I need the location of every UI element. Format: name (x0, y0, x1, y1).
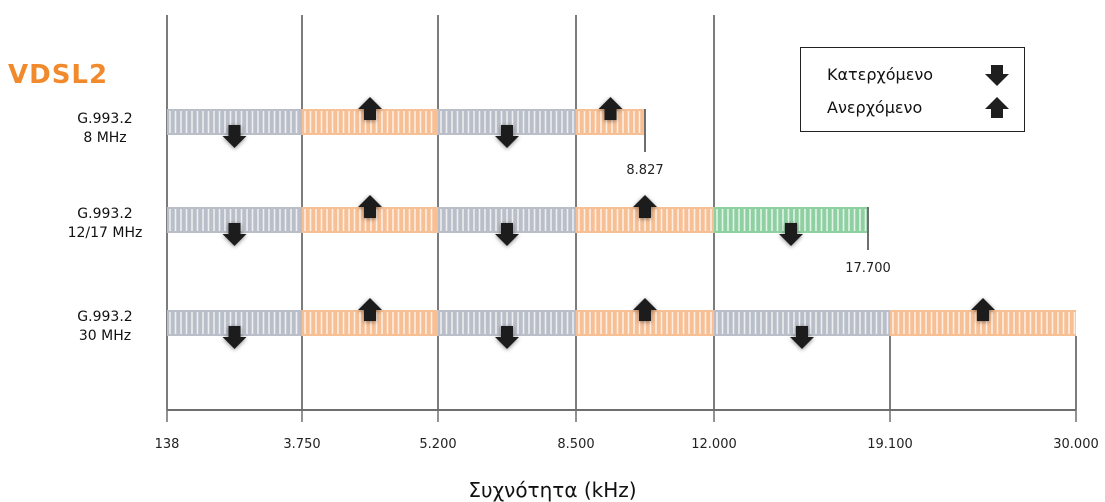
downstream-band (714, 207, 868, 233)
profile-end-label: 8.827 (626, 163, 663, 178)
legend-box: Κατερχόμενο Ανερχόμενο (800, 47, 1025, 132)
upstream-arrow-icon (971, 298, 995, 321)
x-tick-label: 3.750 (283, 437, 320, 452)
upstream-arrow-icon (633, 195, 657, 218)
downstream-arrow-icon (779, 223, 803, 246)
downstream-arrow-icon (495, 223, 519, 246)
x-tick-label: 30.000 (1053, 437, 1099, 452)
legend-downstream-label: Κατερχόμενο (827, 65, 934, 84)
profile-end-label: 17.700 (845, 261, 891, 276)
downstream-arrow-icon (222, 223, 247, 246)
upstream-arrow-icon (633, 298, 657, 321)
profile-2-bandwidth: 12/17 MHz (67, 225, 143, 241)
x-axis-label: Συχνότητα (kHz) (468, 478, 637, 502)
x-tick-label: 19.100 (867, 437, 913, 452)
profile-label-3: G.993.2 30 MHz (30, 308, 180, 346)
downstream-arrow-icon (222, 326, 247, 349)
profile-label-1: G.993.2 8 MHz (30, 110, 180, 148)
upstream-band (890, 310, 1076, 336)
x-tick-label: 8.500 (557, 437, 594, 452)
profile-3-bandwidth: 30 MHz (78, 328, 132, 344)
diagram-title: VDSL2 (8, 60, 109, 90)
downstream-arrow-icon (222, 125, 247, 148)
profile-label-2: G.993.2 12/17 MHz (30, 205, 180, 243)
upstream-arrow-icon (358, 97, 382, 120)
upstream-arrow-icon (358, 298, 382, 321)
upstream-arrow-icon (598, 97, 623, 120)
arrow-up-icon (985, 97, 1009, 118)
x-tick-label: 138 (155, 437, 180, 452)
legend-upstream-label: Ανερχόμενο (827, 98, 923, 117)
arrow-down-icon (985, 65, 1009, 86)
upstream-arrow-icon (358, 195, 382, 218)
x-tick-label: 12.000 (691, 437, 737, 452)
downstream-arrow-icon (790, 326, 814, 349)
x-tick-label: 5.200 (419, 437, 456, 452)
downstream-band (167, 207, 302, 233)
profile-1-bandwidth: 8 MHz (83, 130, 127, 146)
profile-1-standard: G.993.2 (77, 111, 133, 127)
downstream-band (438, 310, 576, 336)
profile-2-standard: G.993.2 (77, 206, 133, 222)
profile-3-standard: G.993.2 (77, 309, 133, 325)
downstream-arrow-icon (495, 326, 519, 349)
downstream-arrow-icon (495, 125, 519, 148)
